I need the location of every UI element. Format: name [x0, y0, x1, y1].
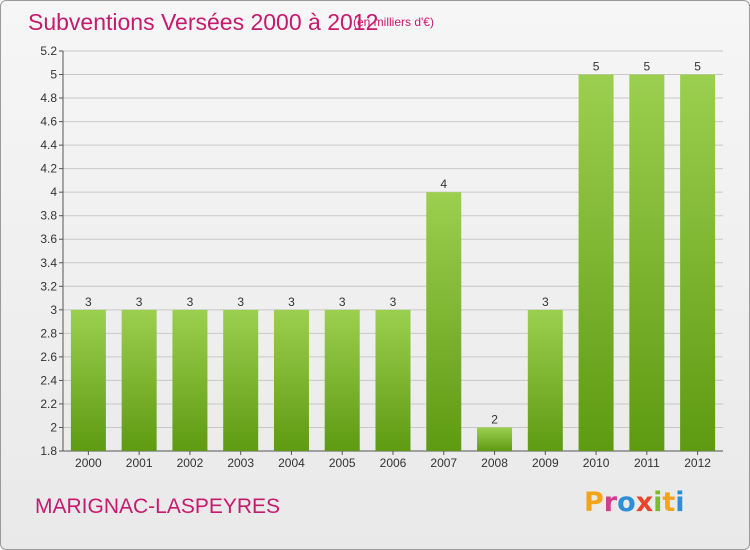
- x-tick-label: 2008: [481, 456, 508, 470]
- logo-letter: o: [617, 487, 636, 518]
- y-tick-label: 4.6: [40, 115, 57, 129]
- bar-2002: [172, 309, 208, 451]
- logo-letter: r: [603, 487, 618, 518]
- x-tick-label: 2004: [278, 456, 305, 470]
- y-tick-label: 3: [50, 303, 57, 317]
- x-tick-label: 2012: [684, 456, 711, 470]
- logo-letter: P: [584, 487, 604, 518]
- data-label: 5: [644, 60, 651, 74]
- data-label: 3: [542, 295, 549, 309]
- x-tick-label: 2011: [634, 456, 660, 470]
- data-labels: 3 3 3 3 3 3 3 4 2 3 5 5 5: [85, 60, 701, 427]
- data-label: 3: [288, 295, 295, 309]
- chart-subtitle: (en milliers d'€): [353, 15, 434, 29]
- y-tick-label: 2.6: [40, 350, 57, 364]
- data-label: 3: [390, 295, 397, 309]
- x-tick-label: 2009: [532, 456, 559, 470]
- y-tick-label: 2.8: [40, 326, 57, 340]
- x-tick-label: 2002: [177, 456, 204, 470]
- logo-letter: i: [675, 487, 685, 518]
- y-tick-label: 4.2: [40, 162, 57, 176]
- x-tick-label: 2001: [126, 456, 153, 470]
- data-label: 5: [694, 60, 701, 74]
- data-label: 3: [187, 295, 194, 309]
- bar-2007: [426, 192, 462, 452]
- logo-letter: t: [662, 487, 676, 518]
- y-tick-label: 4: [50, 185, 57, 199]
- data-label: 5: [593, 60, 600, 74]
- x-tick-label: 2006: [380, 456, 407, 470]
- data-label: 3: [237, 295, 244, 309]
- x-tick-label: 2010: [583, 456, 610, 470]
- bar-2009: [527, 309, 563, 451]
- y-tick-label: 3.4: [40, 256, 57, 270]
- y-tick-label: 4.4: [40, 138, 57, 152]
- bar-2011: [629, 74, 665, 451]
- chart-title: Subventions Versées 2000 à 2012: [28, 9, 379, 35]
- x-tick-label: 2005: [329, 456, 356, 470]
- y-tick-label: 5: [50, 68, 57, 82]
- logo-letter: x: [635, 487, 654, 518]
- y-tick-label: 3.6: [40, 232, 57, 246]
- bar-2008: [477, 427, 513, 451]
- bar-2003: [223, 309, 259, 451]
- y-tick-label: 5.2: [40, 44, 57, 58]
- data-label: 3: [85, 295, 92, 309]
- y-tick-label: 2.4: [40, 373, 57, 387]
- bar-2005: [324, 309, 360, 451]
- proxiti-logo[interactable]: Proxiti: [584, 487, 685, 518]
- x-tick-label: 2000: [75, 456, 102, 470]
- bars: [70, 74, 716, 452]
- x-tick-label: 2003: [227, 456, 254, 470]
- data-label: 2: [491, 412, 498, 426]
- bar-2000: [70, 309, 106, 451]
- bar-2012: [680, 74, 716, 451]
- commune-name: MARIGNAC-LASPEYRES: [35, 495, 281, 518]
- bar-2006: [375, 309, 411, 451]
- logo-letter: i: [653, 487, 663, 518]
- y-tick-label: 1.8: [40, 444, 57, 458]
- x-tick-label: 2007: [430, 456, 457, 470]
- bar-2001: [121, 309, 157, 451]
- bar-2004: [273, 309, 309, 451]
- axes: 1.8 2 2.2 2.4 2.6 2.8 3 3.2 3.4 3.6 3.8 4 4.2 4.4 4.6 4…: [40, 44, 723, 470]
- y-tick-label: 2: [50, 420, 57, 434]
- bar-2010: [578, 74, 614, 451]
- data-label: 3: [339, 295, 346, 309]
- data-label: 4: [440, 177, 447, 191]
- y-tick-label: 2.2: [40, 397, 57, 411]
- y-tick-label: 3.8: [40, 209, 57, 223]
- data-label: 3: [136, 295, 143, 309]
- y-tick-label: 4.8: [40, 91, 57, 105]
- y-tick-label: 3.2: [40, 279, 57, 293]
